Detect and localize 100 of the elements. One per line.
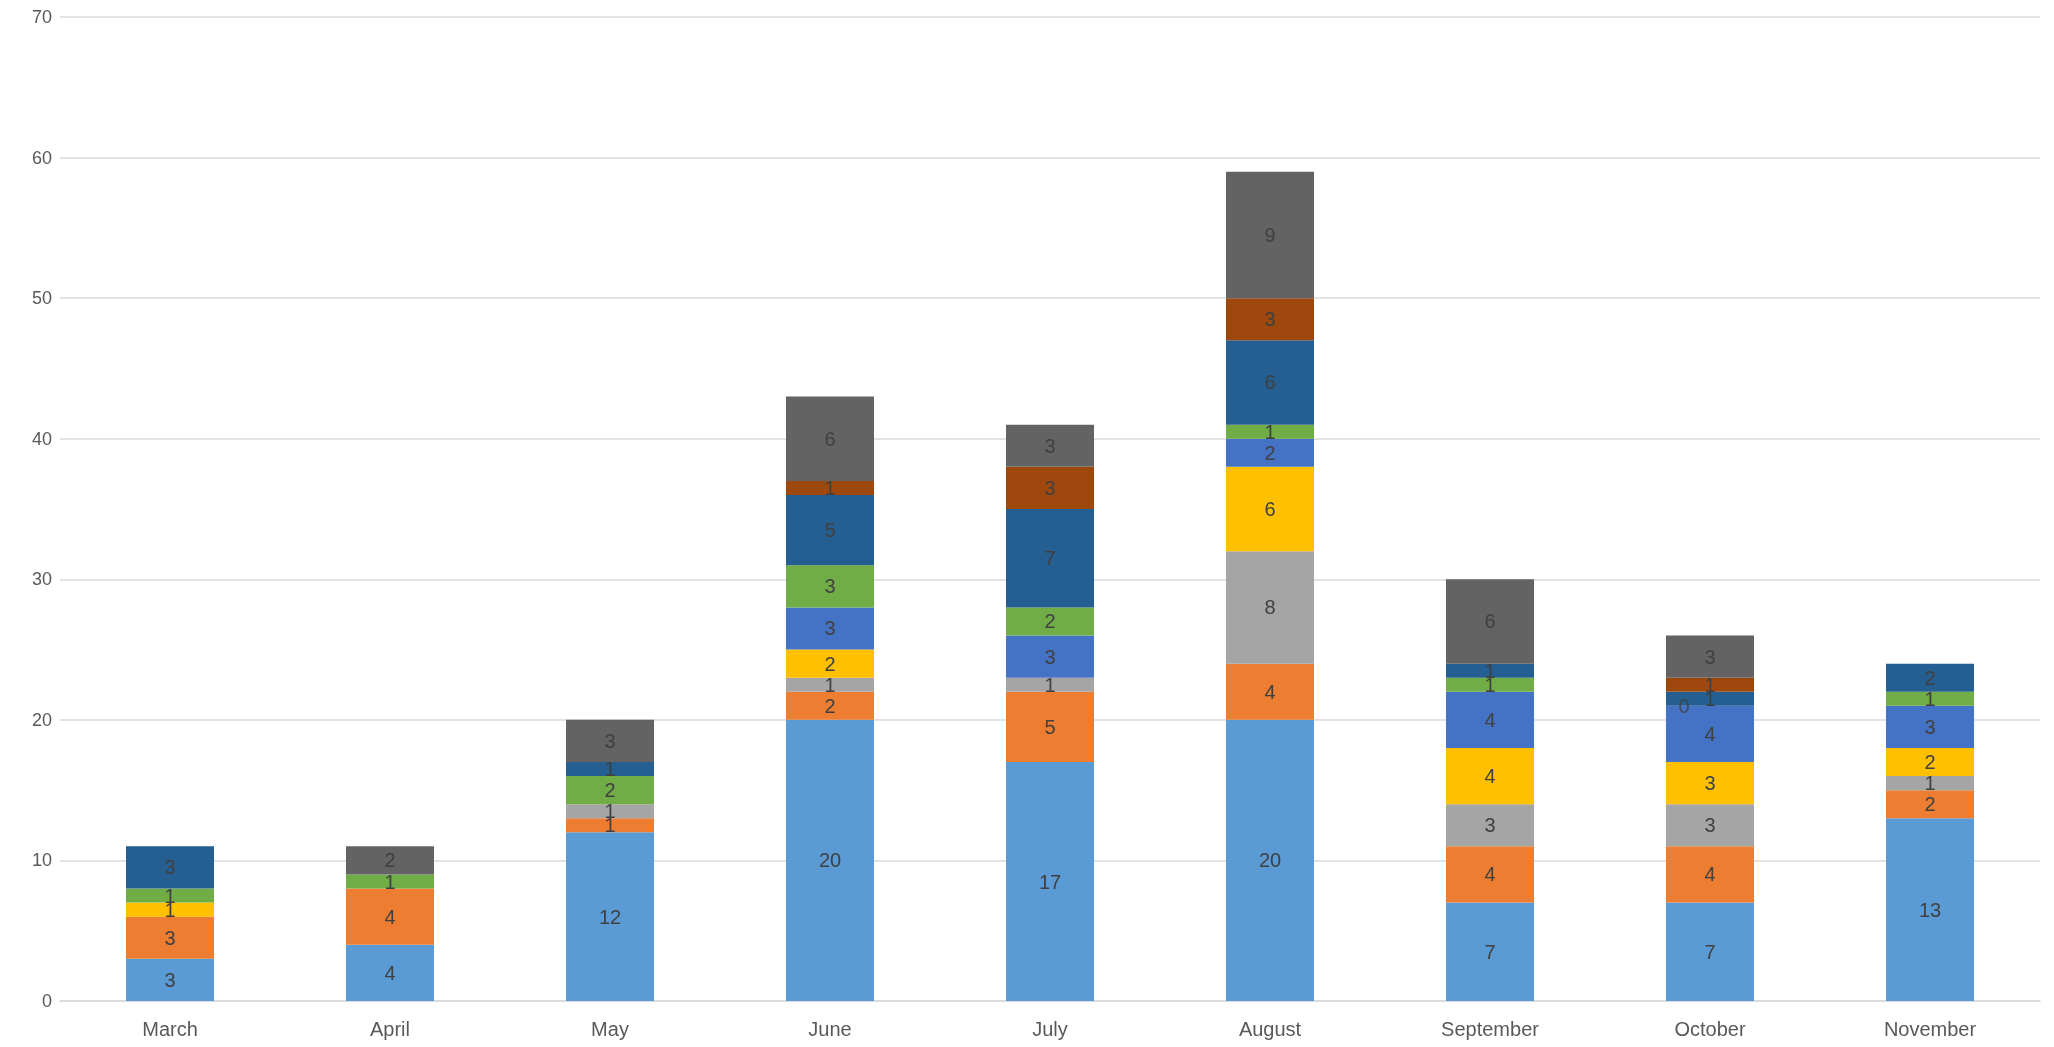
y-tick-label: 60	[31, 147, 52, 168]
data-label: 20	[818, 849, 842, 872]
data-label: 8	[1264, 596, 1276, 619]
bar	[1006, 762, 1094, 1001]
data-label: 4	[1484, 765, 1496, 788]
bar	[126, 958, 214, 1001]
bar	[786, 607, 874, 650]
bar	[1446, 902, 1534, 1001]
data-label: 3	[1924, 715, 1936, 738]
y-tick-label: 20	[31, 709, 52, 730]
bar	[1886, 776, 1974, 791]
data-label: 4	[1264, 680, 1276, 703]
bar	[1666, 635, 1754, 678]
bar	[566, 776, 654, 805]
data-label: 12	[598, 905, 622, 928]
bar	[1446, 804, 1534, 847]
bar	[1886, 790, 1974, 819]
bar	[126, 846, 214, 889]
data-label: 4	[1704, 863, 1716, 886]
y-tick-label: 50	[31, 288, 52, 309]
x-tick-label: May	[591, 1018, 629, 1040]
bar	[566, 832, 654, 1001]
bar	[346, 846, 434, 875]
bar	[1886, 691, 1974, 706]
bar	[1666, 762, 1754, 805]
data-label: 5	[824, 519, 836, 542]
bar	[1886, 663, 1974, 692]
bar	[566, 762, 654, 777]
data-label: 3	[1484, 814, 1496, 837]
bar	[786, 649, 874, 678]
bar	[786, 494, 874, 566]
data-label: 1	[1924, 687, 1936, 710]
bar	[1666, 804, 1754, 847]
bar	[786, 719, 874, 1001]
data-label: 1	[1924, 772, 1936, 795]
bar	[1446, 846, 1534, 903]
data-label: 6	[1264, 498, 1276, 520]
bar	[346, 888, 434, 945]
data-label: 4	[1484, 708, 1496, 731]
data-label: 3	[824, 617, 836, 640]
bar	[786, 691, 874, 720]
bar	[1226, 298, 1314, 341]
data-label: 2	[1264, 441, 1276, 464]
data-label: 3	[164, 926, 176, 949]
bar	[1006, 509, 1094, 608]
data-label: 2	[604, 779, 616, 802]
data-label: 1	[824, 673, 836, 696]
data-label: 2	[824, 694, 836, 717]
data-label: 6	[1264, 371, 1276, 394]
x-tick-label: March	[142, 1018, 198, 1040]
bar	[1006, 424, 1094, 467]
data-label: 2	[1924, 793, 1936, 816]
bar	[1446, 677, 1534, 692]
bar	[1226, 424, 1314, 439]
data-label: 3	[164, 968, 176, 991]
bar	[786, 677, 874, 692]
data-label: 1	[604, 758, 616, 781]
x-tick-label: July	[1032, 1018, 1068, 1040]
bar	[1006, 691, 1094, 763]
bar	[126, 902, 214, 917]
data-label: 3	[824, 575, 836, 598]
y-tick-label: 0	[41, 991, 52, 1011]
bar	[1446, 579, 1534, 664]
bar	[1446, 663, 1534, 678]
bar	[1226, 171, 1314, 299]
bar	[1446, 747, 1534, 805]
bar	[1446, 691, 1534, 748]
data-label: 3	[164, 856, 176, 879]
bar	[1886, 747, 1974, 777]
data-label: 1	[824, 476, 836, 499]
bar	[346, 944, 434, 1001]
data-label: 2	[1044, 610, 1056, 633]
y-tick-label: 40	[31, 428, 52, 449]
data-label: 1	[1264, 420, 1276, 443]
x-tick-label: November	[1883, 1018, 1977, 1040]
bar	[1006, 635, 1094, 678]
data-label: 3	[1044, 645, 1056, 668]
bar	[126, 916, 214, 959]
bar	[346, 874, 434, 889]
bar	[566, 804, 654, 819]
data-label: 4	[384, 905, 396, 928]
data-label: 17	[1038, 870, 1062, 893]
data-label: 3	[1704, 814, 1716, 837]
bar	[786, 565, 874, 608]
bar	[126, 888, 214, 903]
x-tick-label: August	[1238, 1018, 1302, 1040]
bar	[566, 818, 654, 833]
bar	[1226, 438, 1314, 467]
data-label: 2	[824, 652, 836, 675]
bar	[1006, 607, 1094, 636]
bar	[1006, 466, 1094, 509]
bar	[786, 396, 874, 481]
x-tick-label: April	[369, 1018, 411, 1040]
bar	[1226, 663, 1314, 720]
x-tick-label: September	[1441, 1018, 1540, 1040]
data-label: 7	[1704, 940, 1716, 963]
y-tick-label: 30	[31, 569, 52, 590]
bar	[1226, 551, 1314, 664]
bar	[1666, 677, 1754, 692]
x-tick-label: June	[808, 1018, 852, 1040]
